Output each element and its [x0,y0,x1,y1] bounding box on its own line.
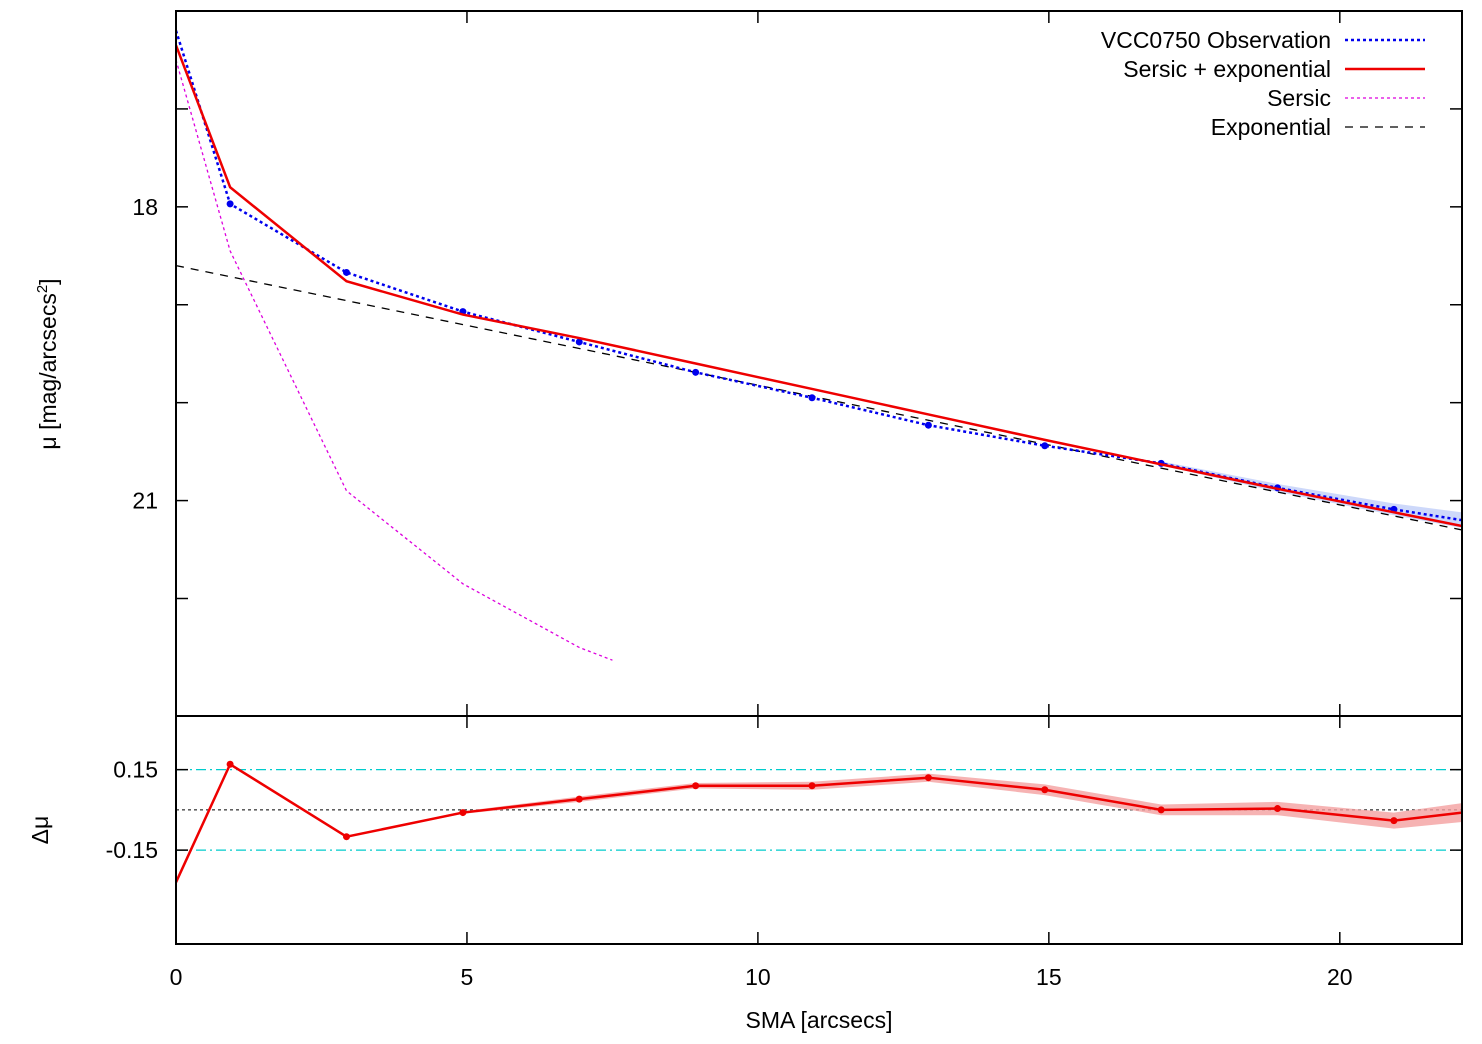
data-point-vcc0750-observation [226,200,234,208]
profile-y-axis-title-main: μ [mag/arcsecs [35,293,61,449]
residual-point [342,833,350,841]
data-point-vcc0750-observation [1041,442,1049,450]
profile-y-axis-title: μ [mag/arcsecs2] [34,278,61,449]
y-tick-label: 18 [132,194,158,220]
legend-label: VCC0750 Observation [1101,27,1331,53]
data-point-vcc0750-observation [575,338,583,346]
residual-point [924,774,932,782]
residual-point [808,782,816,790]
data-point-vcc0750-observation [342,268,350,276]
x-tick-label: 5 [461,964,474,990]
residual-panel: 0.15 -0.15 Δμ [27,715,1463,945]
residual-point [1041,786,1049,794]
series-line-sersic-exponential [176,44,1462,528]
x-tick-label: 20 [1327,964,1353,990]
x-tick-label: 0 [170,964,183,990]
residual-point [226,760,234,768]
profile-series [176,30,1462,661]
data-point-vcc0750-observation [692,368,700,376]
residual-point [575,795,583,803]
residual-reference-lines [176,768,1462,851]
profile-y-axis-title-close: ] [35,278,61,284]
data-point-vcc0750-observation [924,421,932,429]
residual-bands [176,764,1462,883]
y-tick-label: 21 [132,488,158,514]
residual-y-axis-title: Δμ [27,816,53,845]
residual-point [459,809,467,817]
x-tick-label: 15 [1036,964,1062,990]
x-tick-label: 10 [745,964,771,990]
residual-frame [175,715,1463,945]
residual-point [1274,805,1282,813]
residual-series [176,760,1462,883]
residual-point [1157,806,1165,814]
legend-label: Sersic [1267,85,1331,111]
x-tick-labels: 0 5 10 15 20 [170,964,1353,990]
residual-point [692,782,700,790]
x-axis-title: SMA [arcsecs] [746,1007,893,1033]
legend-label: Sersic + exponential [1123,56,1331,82]
residual-error-band [176,764,1462,883]
data-point-vcc0750-observation [808,394,816,402]
series-line-sersic [176,59,613,661]
legend-label: Exponential [1211,114,1331,140]
legend: VCC0750 Observation Sersic + exponential S… [1101,27,1425,140]
profile-y-axis-title-sup: 2 [34,285,51,293]
residual-y-tick-label: 0.15 [113,757,158,783]
residual-y-tick-label: -0.15 [106,837,158,863]
residual-point [1390,817,1398,825]
residual-ticks: 0.15 -0.15 [106,716,1462,944]
